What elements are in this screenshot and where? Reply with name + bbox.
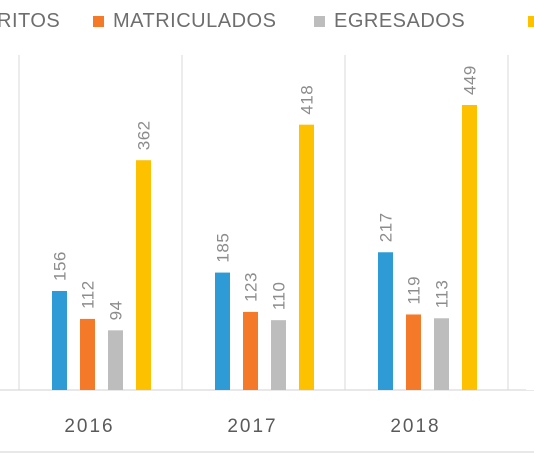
data-label-2017-s2: 110	[270, 282, 289, 311]
x-tick-label-2016: 2016	[64, 416, 114, 437]
bar-2017-s0	[215, 272, 230, 390]
bar-2016-s1	[80, 318, 95, 390]
data-label-2016-s2: 94	[107, 300, 126, 320]
legend-marker-2	[314, 16, 325, 27]
legend-label-2: EGRESADOS	[334, 10, 465, 32]
data-label-2016-s0: 156	[51, 251, 70, 281]
bar-2018-s2	[434, 318, 449, 390]
x-tick-label-2017: 2017	[227, 416, 277, 437]
bar-2016-s2	[108, 330, 123, 390]
bar-2017-s3	[299, 124, 314, 390]
bar-2018-s3	[462, 105, 477, 390]
legend-marker-3	[528, 16, 534, 27]
data-label-2017-s0: 185	[214, 233, 233, 263]
legend-marker-1	[93, 16, 104, 27]
bar-2018-s1	[406, 314, 421, 390]
legend-label-0: RITOS	[0, 10, 60, 32]
data-label-2016-s3: 362	[135, 120, 154, 150]
cropped-group-placeholder	[526, 320, 534, 390]
data-label-2016-s1: 112	[79, 280, 98, 309]
bar-2016-s0	[52, 290, 67, 390]
data-label-2018-s2: 113	[433, 280, 452, 309]
data-label-2017-s1: 123	[242, 272, 261, 302]
bar-2017-s2	[271, 320, 286, 390]
bar-2018-s0	[378, 252, 393, 390]
data-label-2018-s0: 217	[377, 212, 396, 242]
bar-2016-s3	[136, 160, 151, 390]
bar-2017-s1	[243, 311, 258, 390]
data-label-2018-s3: 449	[461, 65, 480, 95]
data-label-2017-s3: 418	[298, 85, 317, 115]
x-tick-label-2018: 2018	[390, 416, 440, 437]
data-label-2018-s1: 119	[405, 276, 424, 305]
legend-label-1: MATRICULADOS	[113, 10, 276, 32]
